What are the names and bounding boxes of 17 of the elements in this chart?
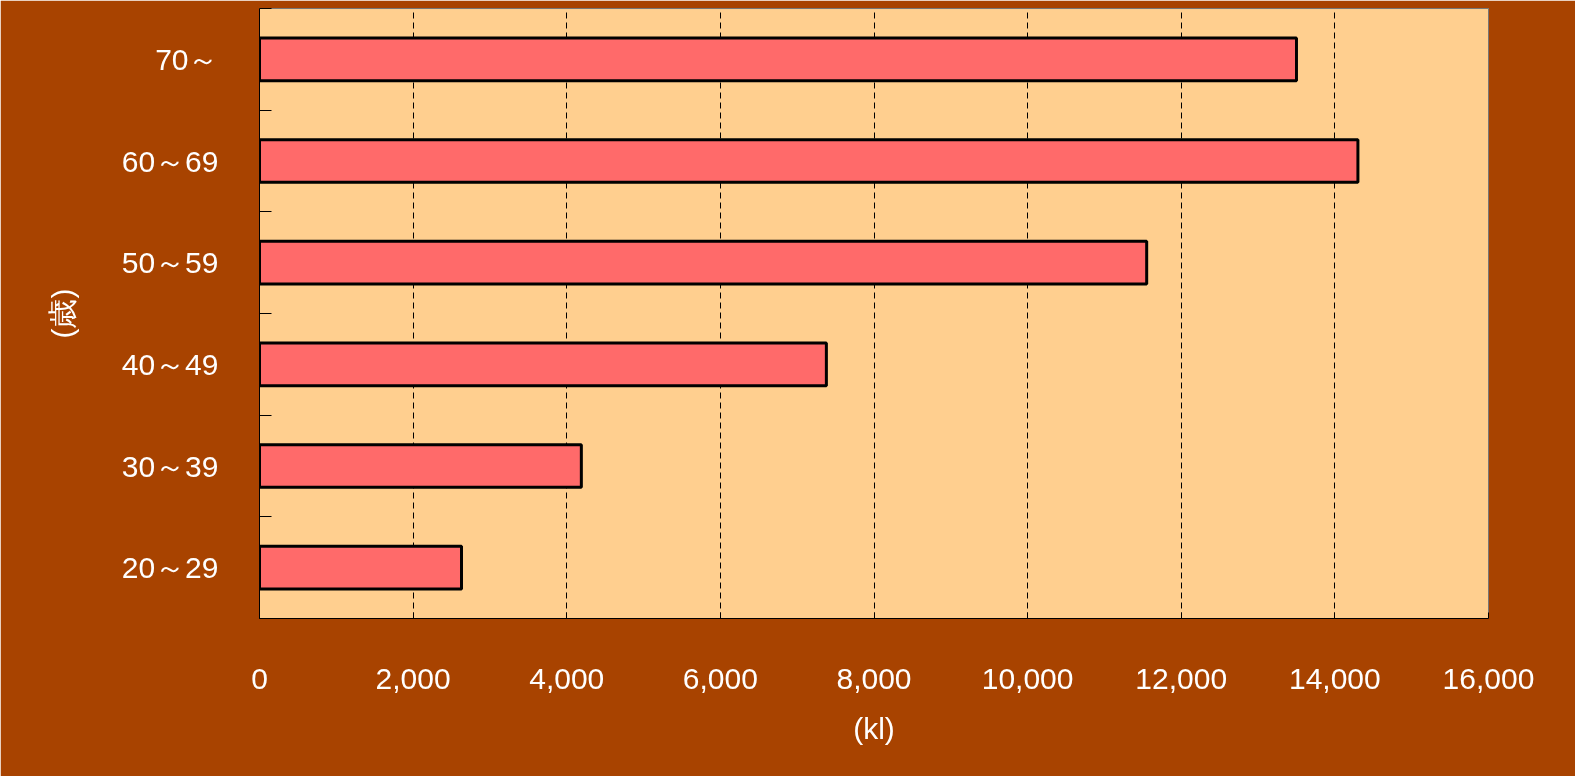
x-tick-label: 6,000 xyxy=(682,661,758,695)
x-axis-title: (kl) xyxy=(853,711,895,745)
y-tick-label: 30～39 xyxy=(121,449,219,483)
x-tick-label: 12,000 xyxy=(1135,661,1228,695)
x-tick-label: 8,000 xyxy=(836,661,912,695)
x-tick-label: 2,000 xyxy=(375,661,451,695)
x-tick-label: 16,000 xyxy=(1442,661,1535,695)
y-tick-label: 60～69 xyxy=(121,144,219,178)
y-tick-label: 40～49 xyxy=(121,347,219,381)
y-tick-label: 70～ xyxy=(155,42,219,76)
x-tick-label: 4,000 xyxy=(529,661,605,695)
y-tick-label: 50～59 xyxy=(121,246,219,280)
y-axis-title: (歳) xyxy=(45,288,79,339)
x-tick-label: 0 xyxy=(251,661,268,695)
x-tick-label: 10,000 xyxy=(981,661,1074,695)
x-tick-label: 14,000 xyxy=(1289,661,1381,695)
y-tick-label: 20～29 xyxy=(121,551,219,585)
